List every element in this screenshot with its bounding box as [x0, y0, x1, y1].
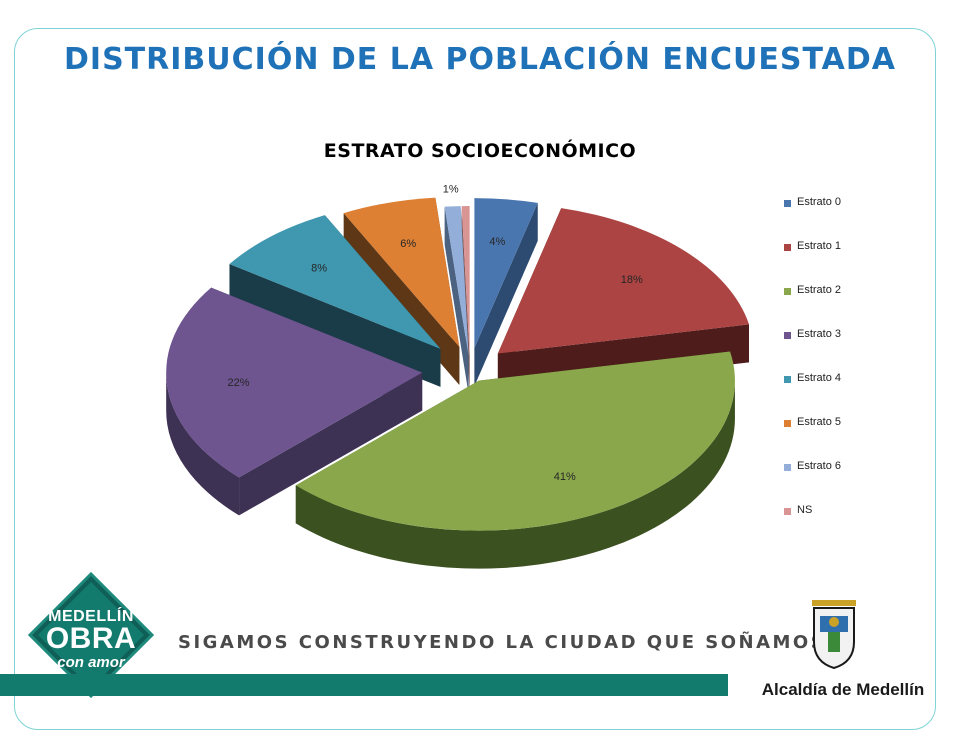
legend-label: NS	[797, 504, 813, 516]
pie-slice-estrato-3	[166, 287, 423, 516]
legend-swatch	[784, 464, 791, 471]
legend-swatch	[784, 376, 791, 383]
logo-line-2: OBRA	[45, 622, 137, 655]
pie-slice-top	[295, 351, 735, 531]
data-label-estrato-6: 1%	[443, 183, 459, 195]
legend-swatch	[784, 244, 791, 251]
pie-slice-estrato-6	[444, 206, 469, 395]
data-label-estrato-4: 8%	[311, 263, 327, 275]
pie-slice-wall	[239, 372, 423, 516]
data-label-estrato-0: 4%	[489, 236, 505, 248]
slogan: SIGAMOS CONSTRUYENDO LA CIUDAD QUE SOÑAM…	[178, 632, 827, 653]
pie-slice-wall	[444, 206, 469, 395]
chart-title: ESTRATO SOCIOECONÓMICO	[323, 140, 637, 162]
pie-slice-wall	[474, 202, 538, 387]
pie-slice-wall	[229, 264, 441, 387]
data-label-estrato-3: 22%	[228, 377, 250, 389]
logo-line-3: con amor	[57, 654, 125, 671]
legend-swatch	[784, 420, 791, 427]
legend-swatch	[784, 288, 791, 295]
pie-slice-estrato-2	[295, 351, 735, 569]
slide-title: DISTRIBUCIÓN DE LA POBLACIÓN ENCUESTADA	[64, 42, 896, 77]
pie-slice-top	[461, 206, 470, 357]
pie-slice-top	[343, 197, 460, 347]
medellin-logo	[28, 572, 154, 698]
coat-of-arms-icon	[812, 600, 856, 670]
legend-label: Estrato 1	[797, 240, 842, 252]
pie-slice-top	[474, 198, 538, 349]
legend-label: Estrato 4	[797, 372, 842, 384]
data-label-estrato-5: 6%	[400, 238, 416, 250]
institution-name: Alcaldía de Medellín	[761, 680, 925, 699]
pie-slice-top	[497, 208, 750, 354]
logo-line-1: MEDELLÍN	[48, 608, 134, 625]
legend-label: Estrato 6	[797, 460, 842, 472]
data-label-estrato-1: 18%	[621, 274, 643, 286]
legend-label: Estrato 0	[797, 196, 842, 208]
pie-slice-rim	[166, 372, 240, 516]
data-label-estrato-2: 41%	[554, 471, 576, 483]
legend-swatch	[784, 200, 791, 207]
footer-bar	[0, 674, 728, 696]
pie-slice-estrato-4	[229, 215, 441, 387]
pie-slice-rim	[295, 380, 735, 569]
legend-swatch	[784, 332, 791, 339]
legend-label: Estrato 3	[797, 328, 842, 340]
legend-label: Estrato 2	[797, 284, 842, 296]
legend-swatch	[784, 508, 791, 515]
pie-slice-top	[444, 206, 469, 357]
legend-label: Estrato 5	[797, 416, 842, 428]
pie-slice-top	[229, 215, 441, 349]
pie-slice-top	[166, 287, 423, 478]
pie-slice-estrato-0	[474, 198, 538, 387]
